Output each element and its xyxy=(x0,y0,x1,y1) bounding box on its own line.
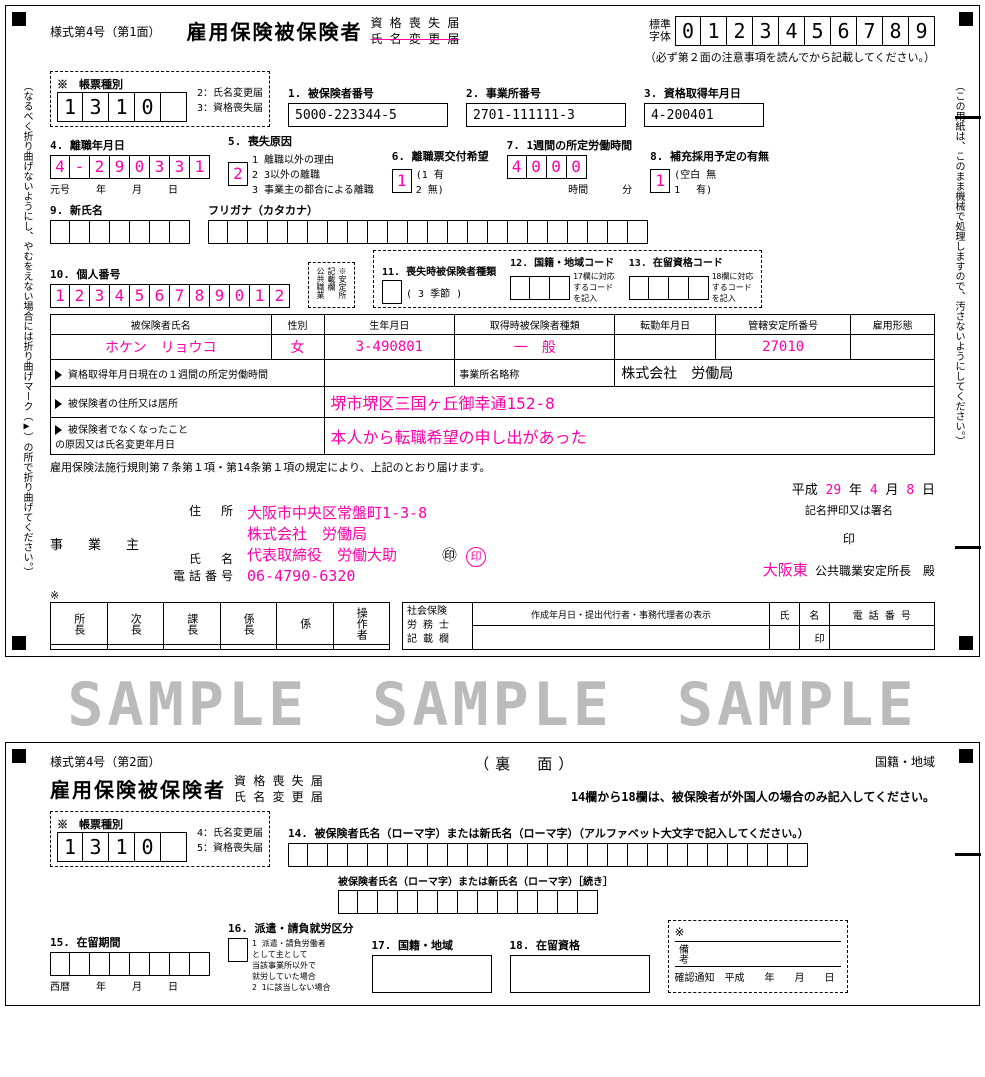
field-14b: 被保険者氏名（ローマ字）または新氏名（ローマ字）［続き］ xyxy=(338,873,613,914)
std-note: （必ず第２面の注意事項を読んでから記載してください。） xyxy=(50,49,935,65)
field-14: 14. 被保険者氏名（ローマ字）または新氏名（ローマ字）（アルファベット大文字で… xyxy=(288,825,935,867)
field-7: 7. 1週間の所定労働時間 4000 時間分 xyxy=(507,137,633,196)
form-id: 様式第4号（第1面） xyxy=(50,23,160,40)
form-back: 様式第4号（第2面） （裏 面） 国籍・地域 雇用保険被保険者 資 格 喪 失 … xyxy=(5,742,980,1006)
f10-side: ※安定所記載欄 公共職業 xyxy=(308,262,355,308)
sr-table: 社会保険労 務 士記 載 欄 作成年月日・提出代行者・事務代理者の表示 氏 名 … xyxy=(402,602,935,650)
memo-box: ※ 備考 確認通知 平成 年 月 日 xyxy=(668,920,848,993)
field-8: 8. 補充採用予定の有無 1 (空白 無 1 有) xyxy=(650,148,769,196)
field-12: 12. 国籍・地域コード 17欄に対応 するコード を記入 xyxy=(510,254,615,304)
field-16: 16. 派遣・請負就労区分 1 派遣・請負労働者 として主として 当該事業所以外… xyxy=(228,920,354,993)
field-17: 17. 国籍・地域 xyxy=(372,937,492,993)
side-note-right: （この用紙は、このまま機械で処理しますので、汚さないようにしてください。） xyxy=(952,81,965,446)
field-9: 9. 新氏名 xyxy=(50,202,190,244)
back-note: 14欄から18欄は、被保険者が外国人の場合のみ記入してください。 xyxy=(571,788,935,805)
field-13: 13. 在留資格コード 18欄に対応 するコード を記入 xyxy=(629,254,754,304)
field-18: 18. 在留資格 xyxy=(510,937,650,993)
employer-block: 事 業 主 住 所大阪市中央区常盤町1-3-8 氏 名 株式会社 労働局 代表取… xyxy=(50,502,935,585)
field-4: 4. 離職年月日 4-290331 元号年月日 xyxy=(50,137,210,196)
sample-watermark: SAMPLE SAMPLE SAMPLE xyxy=(0,656,985,743)
standard-digits: 標準 字体 0123456789 xyxy=(649,16,935,46)
field-2: 2. 事業所番号 2701-111111-3 xyxy=(466,85,626,127)
form-front: （なるべく折り曲げないようにし、やむをえない場合には折り曲げマーク（▶）の所で折… xyxy=(5,5,980,657)
submit-date: 平成 29 年 4 月 8 日 xyxy=(50,479,935,498)
details-table: 被保険者氏名性別生年月日取得時被保険者種類転勤年月日管轄安定所番号雇用形態 ホケ… xyxy=(50,314,935,455)
slip-type-back: ※ 帳票種別 1310 4：氏名変更届 5：資格喪失届 xyxy=(50,811,270,867)
declaration: 雇用保険法施行規則第７条第１項・第14条第１項の規定により、上記のとおり届けます… xyxy=(50,459,935,475)
back-right-hdr: 国籍・地域 xyxy=(875,753,935,770)
star-note: ※ xyxy=(50,589,935,602)
field-1: 1. 被保険者番号 5000-223344-5 xyxy=(288,85,448,127)
seal-icon: 印 xyxy=(466,547,486,567)
side-note-left: （なるべく折り曲げないようにし、やむをえない場合には折り曲げマーク（▶）の所で折… xyxy=(20,81,33,577)
field-3: 3. 資格取得年月日 4-200401 xyxy=(644,85,764,127)
form-title: 雇用保険被保険者 xyxy=(186,16,362,45)
approval-table: 所長次長課長係長係操作者 xyxy=(50,602,390,650)
field-6: 6. 離職票交付希望 1 (1 有 2 無) xyxy=(392,148,489,196)
form-id-back: 様式第4号（第2面） xyxy=(50,753,160,770)
slip-type: ※ 帳票種別 1310 2：氏名変更届 3：資格喪失届 xyxy=(50,71,270,127)
form-subtitle: 資 格 喪 失 届 氏 名 変 更 届 xyxy=(370,16,459,47)
back-center: （裏 面） xyxy=(474,753,579,774)
field-15: 15. 在留期間 西暦年月日 xyxy=(50,934,210,993)
field-5: 5. 喪失原因 2 1 離職以外の理由 2 3以外の離職 3 事業主の都合による… xyxy=(228,133,374,196)
field-11: 11. 喪失時被保険者種類 ( 3 季節 ) xyxy=(382,263,496,304)
field-9-furigana: フリガナ（カタカナ） xyxy=(208,202,648,244)
field-10: 10. 個人番号 123456789012 xyxy=(50,266,290,308)
